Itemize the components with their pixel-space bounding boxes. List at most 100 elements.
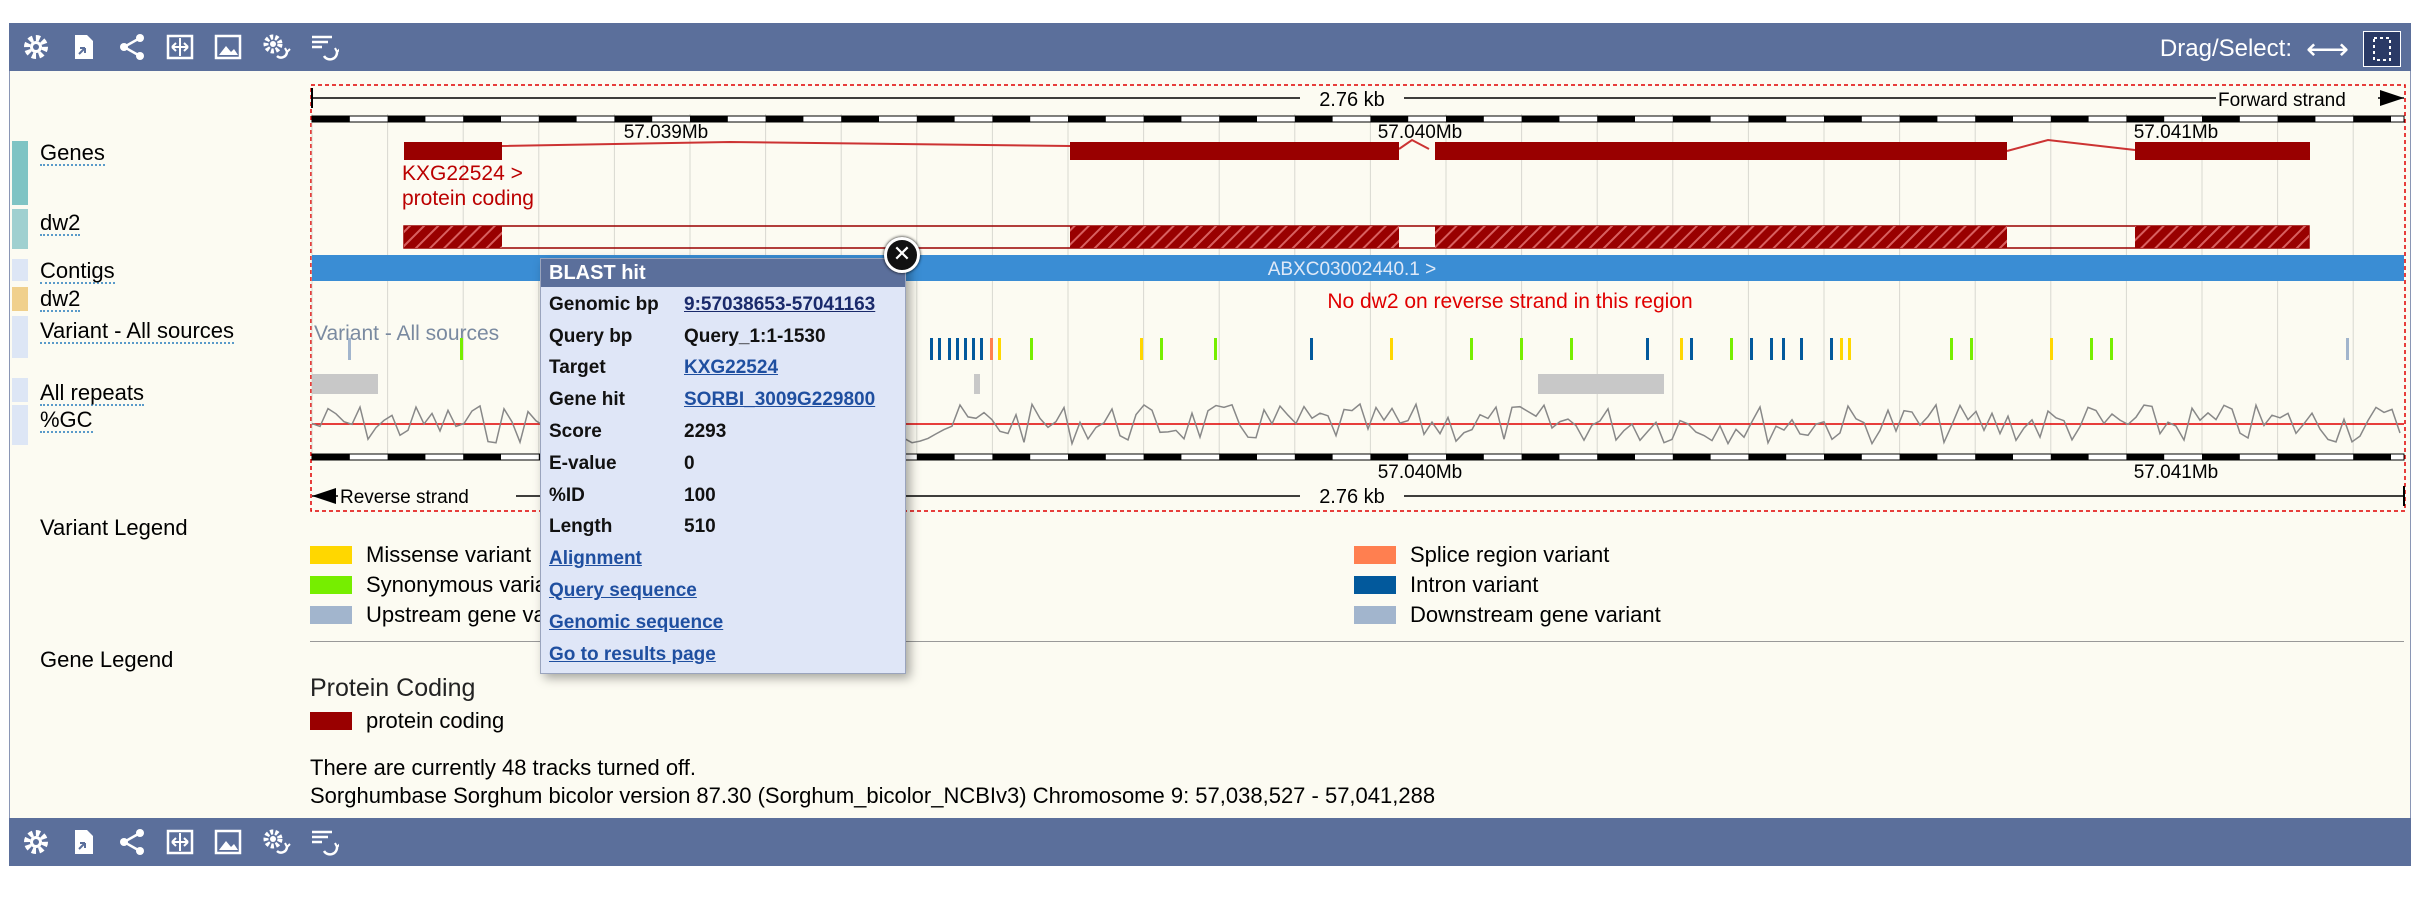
export-icon[interactable] [65, 31, 103, 63]
query-sequence-link[interactable]: Query sequence [549, 580, 697, 602]
gear-icon[interactable] [17, 31, 55, 63]
track-handle-dw2-rev[interactable] [12, 287, 28, 311]
forward-strand-label: Forward strand [2218, 90, 2346, 111]
drag-select-label: Drag/Select: [2159, 35, 2292, 62]
legend-label: Intron variant [1410, 572, 1539, 597]
popup-value: 100 [684, 484, 716, 506]
popup-row-length: Length 510 [549, 512, 875, 544]
legend-label: Splice region variant [1410, 542, 1610, 567]
reverse-strand-label: Reverse strand [340, 487, 469, 508]
legend-downstream: Downstream gene variant [1354, 602, 1661, 628]
legend-splice-region: Splice region variant [1354, 542, 1609, 568]
popup-row-pct-id: %ID 100 [549, 480, 875, 512]
popup-key: Genomic bp [549, 293, 659, 315]
share-icon[interactable] [113, 31, 151, 63]
legend-swatch [310, 712, 352, 730]
image-icon[interactable] [209, 31, 247, 63]
track-label-variant[interactable]: Variant - All sources [40, 318, 235, 344]
variant-legend-heading: Variant Legend [40, 515, 188, 540]
refresh-list-icon[interactable] [305, 31, 343, 63]
track-handle-dw2[interactable] [12, 209, 28, 249]
track-label-dw2[interactable]: dw2 [40, 210, 81, 236]
legend-protein-coding: protein coding [310, 708, 504, 734]
legend-swatch [310, 576, 352, 594]
repeat-blocks [312, 374, 1664, 394]
share-icon[interactable] [113, 826, 151, 858]
track-label-dw2-reverse[interactable]: dw2 [40, 286, 81, 312]
legend-swatch [1354, 576, 1396, 594]
top-span-label: 2.76 kb [1319, 89, 1385, 111]
gene-name: KXG22524 > [402, 162, 523, 185]
bottom-ruler: 57.040Mb 57.041Mb Reverse strand 2.76 kb [311, 453, 2405, 508]
resize-icon[interactable] [161, 826, 199, 858]
bottom-tick-label: 57.041Mb [2134, 462, 2219, 483]
legend-swatch [310, 546, 352, 564]
genomic-sequence-link[interactable]: Genomic sequence [549, 611, 724, 633]
popup-key: %ID [549, 484, 585, 506]
legend-intron: Intron variant [1354, 572, 1538, 598]
legend-swatch [1354, 546, 1396, 564]
dw2-blast-hit [403, 225, 2310, 249]
reverse-arrow-icon [312, 488, 336, 504]
variant-track-inline-label: Variant - All sources [314, 322, 499, 345]
track-image[interactable]: 2.76 kb Forward strand 57.039Mb 57.040Mb… [310, 84, 2406, 514]
target-link[interactable]: KXG22524 [684, 357, 779, 379]
gear-icon[interactable] [17, 826, 55, 858]
results-page-link[interactable]: Go to results page [549, 643, 716, 665]
track-label-repeats[interactable]: All repeats [40, 380, 144, 406]
track-handle-genes[interactable] [12, 141, 28, 205]
track-label-gc[interactable]: %GC [40, 407, 93, 433]
popup-key: Target [549, 357, 606, 379]
popup-row-target: Target KXG22524 [549, 353, 875, 385]
gene-hit-link[interactable]: SORBI_3009G229800 [684, 389, 876, 411]
drag-arrows-icon[interactable]: ⟷ [2305, 32, 2349, 66]
genome-browser-panel [9, 23, 2411, 865]
image-icon[interactable] [209, 826, 247, 858]
top-tick-label: 57.041Mb [2134, 122, 2219, 143]
forward-arrow-icon [2380, 90, 2404, 106]
alignment-link[interactable]: Alignment [549, 548, 642, 570]
track-label-genes[interactable]: Genes [40, 140, 105, 166]
select-mode-icon[interactable] [2363, 31, 2401, 67]
tracks-off-notice: There are currently 48 tracks turned off… [310, 755, 696, 780]
legend-synonymous: Synonymous variant [310, 572, 565, 598]
legend-swatch [1354, 606, 1396, 624]
selection-border [310, 84, 2406, 512]
legend-divider [310, 641, 2404, 642]
popup-row-query-bp: Query bp Query_1:1-1530 [549, 321, 875, 353]
refresh-list-icon[interactable] [305, 826, 343, 858]
popup-key: Length [549, 516, 613, 538]
top-tick-label: 57.040Mb [1378, 122, 1463, 143]
popup-value: 0 [684, 452, 695, 474]
popup-value: 510 [684, 516, 716, 538]
settings-sync-icon[interactable] [257, 31, 295, 63]
resize-icon[interactable] [161, 31, 199, 63]
popup-title: BLAST hit [541, 259, 905, 287]
track-label-contigs[interactable]: Contigs [40, 258, 115, 284]
track-handle-gc[interactable] [12, 405, 28, 445]
popup-key: Gene hit [549, 389, 626, 411]
protein-coding-heading: Protein Coding [310, 674, 476, 702]
popup-key: E-value [549, 452, 617, 474]
export-icon[interactable] [65, 826, 103, 858]
popup-key: Query bp [549, 325, 633, 347]
bottom-tick-label: 57.040Mb [1378, 462, 1463, 483]
track-handle-repeats[interactable] [12, 378, 28, 402]
bottom-span-label: 2.76 kb [1319, 486, 1385, 508]
popup-row-score: Score 2293 [549, 416, 875, 448]
top-ruler: 2.76 kb Forward strand 57.039Mb 57.040Mb… [311, 86, 2405, 143]
legend-label: Synonymous variant [366, 572, 566, 597]
genomic-bp-link[interactable]: 9:57038653-57041163 [684, 293, 876, 315]
popup-close-icon[interactable]: ✕ [884, 237, 920, 273]
track-handle-variant[interactable] [12, 316, 28, 358]
gene-biotype: protein coding [402, 187, 534, 210]
contig-label: ABXC03002440.1 > [1268, 259, 1437, 280]
no-reverse-message: No dw2 on reverse strand in this region [1327, 290, 1692, 313]
top-tick-label: 57.039Mb [624, 122, 709, 143]
legend-label: protein coding [366, 708, 505, 733]
track-handle-contigs[interactable] [12, 259, 28, 281]
settings-sync-icon[interactable] [257, 826, 295, 858]
bottom-toolbar [9, 818, 2411, 866]
drag-select-control: Drag/Select: ⟷ [2160, 31, 2401, 67]
popup-row-genomic-bp: Genomic bp 9:57038653-57041163 [549, 289, 875, 321]
